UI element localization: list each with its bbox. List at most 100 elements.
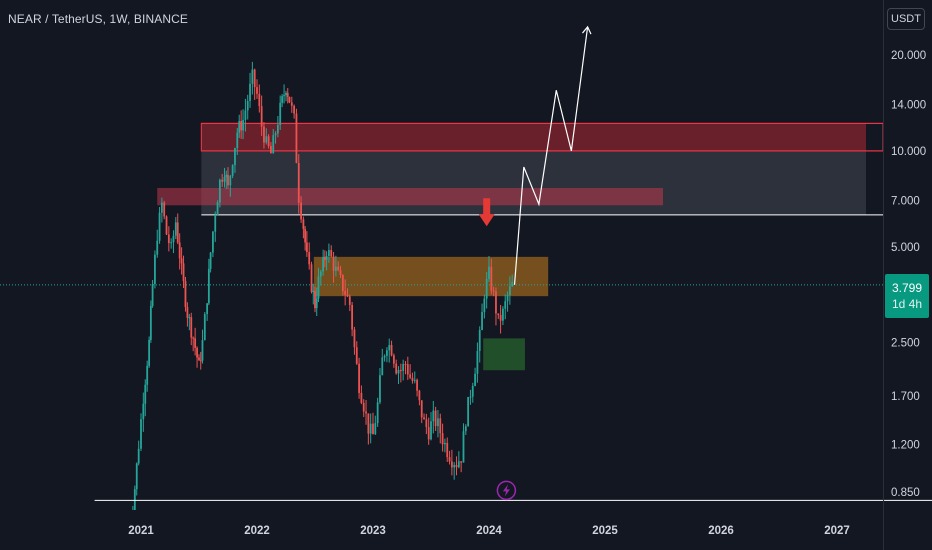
candle-body bbox=[225, 174, 228, 178]
candle-body bbox=[206, 303, 209, 315]
candle-body bbox=[201, 340, 204, 361]
down-arrow-icon bbox=[478, 198, 495, 227]
candle-body bbox=[323, 257, 326, 260]
candle-body bbox=[242, 120, 244, 131]
candle-body bbox=[144, 384, 147, 404]
candle-body bbox=[176, 222, 179, 243]
time-tick-label: 2022 bbox=[244, 525, 270, 537]
candle-body bbox=[249, 83, 251, 101]
candle-body bbox=[160, 202, 163, 213]
candle-body bbox=[227, 174, 229, 186]
candle-body bbox=[165, 216, 168, 235]
candle-body bbox=[353, 329, 356, 348]
candle-body bbox=[274, 133, 277, 136]
candle-body bbox=[453, 465, 456, 468]
candle-body bbox=[199, 360, 202, 362]
candle-body bbox=[381, 357, 384, 376]
candle-body bbox=[508, 286, 511, 296]
candle-body bbox=[198, 357, 200, 361]
zone-green-demand bbox=[483, 338, 525, 371]
candle-body bbox=[337, 266, 340, 271]
candle-body bbox=[214, 215, 217, 232]
candle-body bbox=[420, 400, 423, 418]
candle-body bbox=[376, 402, 379, 424]
candle-body bbox=[319, 271, 322, 277]
zone-upper-resistance bbox=[201, 123, 866, 151]
candle-body bbox=[156, 240, 159, 255]
candle-body bbox=[300, 202, 302, 220]
candle-body bbox=[293, 105, 296, 114]
lightning-icon-ring bbox=[496, 480, 517, 501]
candle-body bbox=[178, 242, 181, 259]
candle-body bbox=[495, 291, 497, 314]
price-tick-label: 0.850 bbox=[891, 487, 920, 499]
candle-body bbox=[432, 410, 435, 422]
candle-body bbox=[260, 106, 263, 127]
candle-body bbox=[196, 347, 198, 358]
candle-body bbox=[244, 110, 247, 121]
time-tick-label: 2021 bbox=[128, 525, 154, 537]
candle-body bbox=[374, 423, 377, 435]
candle-body bbox=[285, 92, 287, 96]
candle-body bbox=[490, 266, 493, 291]
candle-body bbox=[163, 202, 166, 217]
candle-body bbox=[358, 363, 360, 393]
candle-body bbox=[146, 365, 149, 385]
candles bbox=[132, 61, 514, 510]
candle-body bbox=[334, 266, 337, 271]
candle-body bbox=[283, 95, 285, 97]
candle-body bbox=[446, 442, 449, 458]
candle-body bbox=[441, 433, 444, 445]
candle-body bbox=[148, 339, 151, 366]
lightning-icon-bolt bbox=[502, 484, 510, 497]
candle-body bbox=[234, 148, 236, 166]
candle-body bbox=[154, 254, 156, 285]
candle-body bbox=[305, 242, 308, 253]
candle-body bbox=[251, 69, 254, 84]
candle-body bbox=[395, 363, 398, 374]
candle-body bbox=[276, 124, 279, 134]
candle-body bbox=[411, 377, 414, 381]
candle-body bbox=[427, 427, 430, 440]
candle-body bbox=[140, 419, 142, 449]
candle-body bbox=[207, 268, 210, 304]
price-tick-label: 14.000 bbox=[891, 99, 926, 111]
currency-button[interactable]: USDT bbox=[887, 8, 925, 30]
candle-body bbox=[218, 179, 221, 203]
candle-body bbox=[397, 369, 400, 374]
candle-body bbox=[386, 350, 388, 356]
candle-body bbox=[253, 69, 256, 88]
candle-body bbox=[258, 93, 261, 107]
candle-body bbox=[455, 465, 458, 468]
candle-body bbox=[212, 231, 214, 253]
candle-body bbox=[192, 337, 195, 339]
candle-body bbox=[360, 392, 363, 403]
candle-body bbox=[188, 317, 191, 319]
time-tick-label: 2024 bbox=[476, 525, 502, 537]
candle-body bbox=[346, 294, 349, 297]
candle-body bbox=[310, 264, 313, 292]
candle-body bbox=[409, 374, 412, 378]
plot-area bbox=[0, 25, 883, 510]
candle-body bbox=[511, 281, 514, 287]
price-tick-label: 2.500 bbox=[891, 338, 920, 350]
candle-body bbox=[474, 373, 476, 386]
candle-body bbox=[372, 423, 374, 435]
candle-body bbox=[209, 252, 212, 269]
symbol-title: NEAR / TetherUS, 1W, BINANCE bbox=[8, 12, 188, 26]
candle-body bbox=[430, 421, 432, 440]
candle-body bbox=[488, 266, 490, 280]
candle-body bbox=[308, 252, 311, 265]
candle-body bbox=[485, 279, 488, 299]
price-tick-label: 7.000 bbox=[891, 195, 920, 207]
candle-body bbox=[290, 102, 293, 106]
time-tick-label: 2026 bbox=[708, 525, 734, 537]
candle-body bbox=[351, 304, 354, 330]
candle-body bbox=[231, 165, 234, 176]
candle-body bbox=[186, 307, 189, 318]
candle-body bbox=[383, 355, 386, 358]
candle-body bbox=[416, 379, 418, 391]
candle-body bbox=[392, 355, 395, 364]
candle-body bbox=[137, 448, 140, 464]
